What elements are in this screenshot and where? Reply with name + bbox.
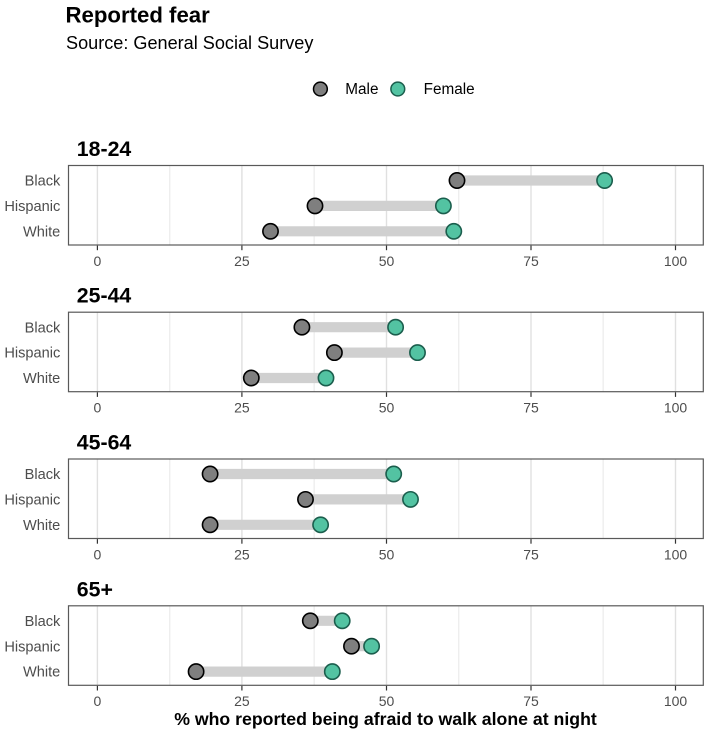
svg-text:100: 100 (664, 253, 688, 269)
svg-text:25: 25 (234, 693, 250, 709)
svg-text:Reported fear: Reported fear (66, 3, 211, 28)
svg-text:25: 25 (234, 253, 250, 269)
svg-text:Hispanic: Hispanic (4, 199, 60, 215)
svg-text:50: 50 (379, 546, 395, 562)
svg-text:0: 0 (94, 400, 102, 416)
svg-text:0: 0 (94, 253, 102, 269)
svg-text:25: 25 (234, 546, 250, 562)
svg-text:Source: General Social Survey: Source: General Social Survey (66, 33, 314, 53)
svg-text:Hispanic: Hispanic (4, 493, 60, 509)
svg-text:Black: Black (25, 320, 61, 336)
svg-text:100: 100 (664, 400, 688, 416)
svg-text:50: 50 (379, 693, 395, 709)
svg-text:100: 100 (664, 546, 688, 562)
svg-text:75: 75 (523, 400, 539, 416)
svg-text:65+: 65+ (77, 577, 113, 601)
svg-text:% who reported being afraid to: % who reported being afraid to walk alon… (174, 709, 597, 729)
svg-text:White: White (23, 371, 60, 387)
svg-text:75: 75 (523, 693, 539, 709)
svg-text:Hispanic: Hispanic (4, 346, 60, 362)
svg-text:Black: Black (25, 467, 61, 483)
svg-text:White: White (23, 224, 60, 240)
svg-text:Black: Black (25, 174, 61, 190)
svg-text:Hispanic: Hispanic (4, 639, 60, 655)
svg-text:0: 0 (94, 693, 102, 709)
svg-text:50: 50 (379, 253, 395, 269)
svg-text:45-64: 45-64 (77, 431, 132, 455)
svg-text:100: 100 (664, 693, 688, 709)
svg-text:25: 25 (234, 400, 250, 416)
svg-text:White: White (23, 518, 60, 534)
svg-text:18-24: 18-24 (77, 137, 132, 161)
svg-text:75: 75 (523, 253, 539, 269)
svg-text:75: 75 (523, 546, 539, 562)
svg-text:25-44: 25-44 (77, 284, 132, 308)
svg-text:Male: Male (345, 81, 378, 98)
svg-text:White: White (23, 665, 60, 681)
svg-text:Black: Black (25, 614, 61, 630)
svg-text:0: 0 (94, 546, 102, 562)
svg-text:Female: Female (424, 81, 475, 98)
svg-text:50: 50 (379, 400, 395, 416)
